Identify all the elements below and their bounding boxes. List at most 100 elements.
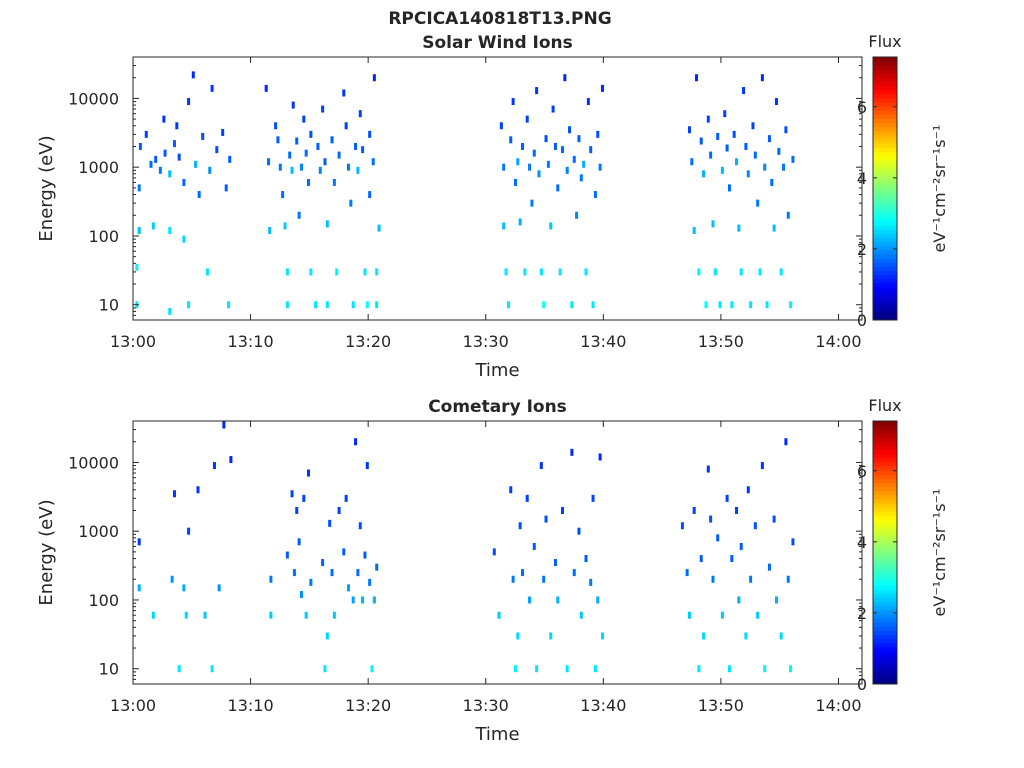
- flux-cell: [690, 158, 694, 166]
- axes-frame: [132, 56, 863, 321]
- flux-cell: [530, 199, 534, 207]
- flux-cell: [760, 462, 764, 470]
- flux-cell: [560, 146, 564, 154]
- flux-cell: [753, 522, 757, 530]
- flux-cell: [222, 421, 226, 429]
- colorbar-segment: [873, 646, 897, 652]
- flux-cell: [309, 268, 313, 276]
- flux-cell: [227, 301, 231, 309]
- flux-cell: [361, 146, 365, 154]
- flux-cell: [509, 136, 513, 144]
- flux-cell: [191, 71, 195, 79]
- flux-cell: [760, 74, 764, 82]
- flux-cell: [509, 486, 513, 494]
- flux-cell: [706, 115, 710, 123]
- colorbar-segment: [873, 295, 897, 300]
- flux-cell: [291, 101, 295, 109]
- flux-cell: [758, 268, 762, 276]
- flux-cell: [586, 98, 590, 106]
- colorbar-segment: [873, 208, 897, 214]
- flux-cell: [763, 163, 767, 171]
- flux-cell: [772, 224, 776, 232]
- colorbar-segment: [873, 188, 897, 193]
- flux-cell: [269, 611, 273, 619]
- flux-cell: [151, 611, 155, 619]
- colorbar-segment: [873, 221, 897, 226]
- flux-cell: [144, 130, 148, 138]
- flux-cell: [221, 128, 225, 136]
- flux-cell: [332, 178, 336, 186]
- colorbar-segment: [873, 196, 897, 202]
- flux-cell: [318, 166, 322, 174]
- flux-cell: [196, 486, 200, 494]
- flux-cell: [723, 110, 727, 118]
- flux-cell: [756, 199, 760, 207]
- flux-cell: [363, 551, 367, 559]
- flux-cell: [377, 224, 381, 232]
- flux-cell: [137, 538, 141, 546]
- flux-cell: [570, 448, 574, 456]
- colorbar-title: Flux: [868, 396, 901, 415]
- flux-cell: [784, 438, 788, 446]
- flux-cell: [182, 584, 186, 592]
- flux-cell: [680, 522, 684, 530]
- flux-cell: [212, 462, 216, 470]
- colorbar-tick-label: 0: [857, 311, 867, 330]
- flux-cell: [295, 137, 299, 145]
- flux-cell: [205, 268, 209, 276]
- flux-cell: [363, 268, 367, 276]
- flux-cell: [600, 632, 604, 640]
- flux-cell: [182, 178, 186, 186]
- flux-cell: [535, 665, 539, 673]
- flux-cell: [290, 166, 294, 174]
- colorbar-segment: [873, 69, 897, 74]
- colorbar-segment: [873, 204, 897, 210]
- colorbar-segment: [873, 634, 897, 640]
- flux-cell: [321, 559, 325, 567]
- flux-cell: [767, 135, 771, 143]
- flux-cell: [224, 184, 228, 192]
- flux-cell: [542, 301, 546, 309]
- colorbar-segment: [873, 679, 897, 685]
- flux-cell: [544, 515, 548, 523]
- flux-cell: [358, 110, 362, 118]
- flux-cells: [135, 71, 795, 315]
- colorbar-segment: [873, 130, 897, 136]
- colorbar-label: eV⁻¹cm⁻²sr⁻¹s⁻¹: [930, 125, 949, 253]
- flux-cell: [197, 191, 201, 199]
- flux-cell: [297, 211, 301, 219]
- flux-cell: [168, 227, 172, 235]
- flux-cell: [687, 611, 691, 619]
- flux-cell: [511, 575, 515, 583]
- flux-cell: [137, 584, 141, 592]
- flux-cell: [295, 506, 299, 514]
- colorbar-segment: [873, 56, 897, 62]
- colorbar-segment: [873, 461, 897, 467]
- flux-cell: [779, 268, 783, 276]
- flux-cell: [746, 170, 750, 178]
- y-tick-label: 10000: [68, 453, 119, 472]
- flux-cell: [699, 555, 703, 563]
- flux-cell: [172, 490, 176, 498]
- flux-cell: [735, 506, 739, 514]
- colorbar-segment: [873, 482, 897, 488]
- flux-cell: [172, 140, 176, 148]
- flux-cell: [368, 191, 372, 199]
- flux-cell: [749, 575, 753, 583]
- x-tick-label: 14:00: [815, 696, 861, 715]
- colorbar-segment: [873, 609, 897, 615]
- flux-cell: [742, 87, 746, 95]
- flux-cell: [774, 98, 778, 106]
- y-tick-label: 1000: [78, 158, 119, 177]
- colorbar-segment: [873, 613, 897, 619]
- flux-cell: [709, 151, 713, 159]
- flux-cell: [309, 578, 313, 586]
- colorbar-segment: [873, 543, 897, 549]
- flux-cell: [551, 105, 555, 113]
- flux-cell: [746, 486, 750, 494]
- flux-cell: [704, 301, 708, 309]
- flux-cell: [565, 665, 569, 673]
- colorbar-segment: [873, 659, 897, 664]
- flux-cells: [137, 421, 795, 673]
